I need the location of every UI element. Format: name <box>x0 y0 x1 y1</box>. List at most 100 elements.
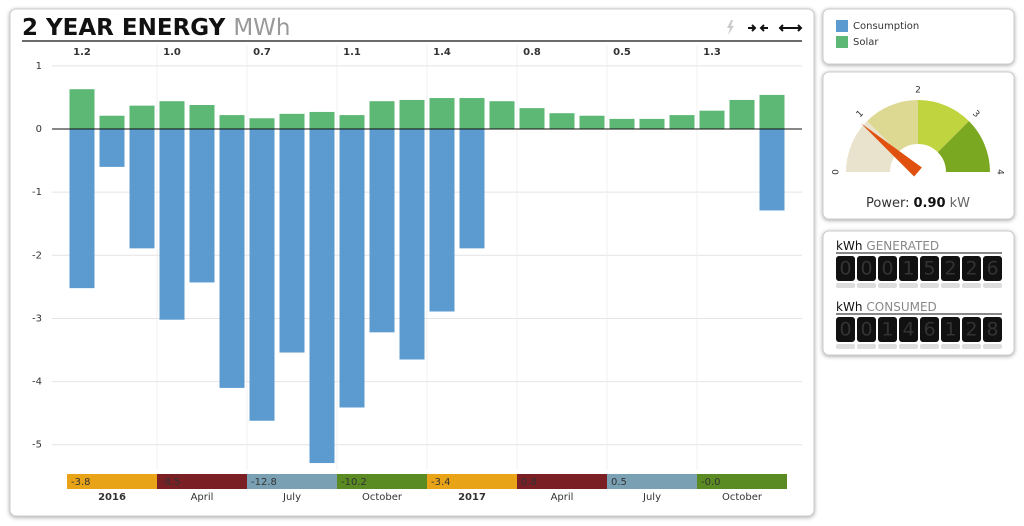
title: 2 YEAR ENERGY <box>22 15 226 41</box>
digit-shadow <box>983 344 1002 349</box>
quarter-strip <box>517 474 607 489</box>
x-tick-label: July <box>642 492 661 503</box>
bar <box>369 101 395 129</box>
meter-label: CONSUMED <box>866 300 936 314</box>
digit-shadow <box>920 344 939 349</box>
quarter-strip <box>157 474 247 489</box>
bar <box>519 108 545 129</box>
y-tick-label: -3 <box>32 313 42 324</box>
bar <box>489 101 515 129</box>
quarter-net: -3.4 <box>431 477 451 488</box>
bar <box>459 128 485 249</box>
digit-box <box>941 317 960 342</box>
bar <box>429 98 455 129</box>
digit-box <box>878 256 897 281</box>
x-tick-label: July <box>282 492 301 503</box>
bar <box>399 99 425 129</box>
digit: 4 <box>902 319 914 341</box>
bar <box>339 128 365 408</box>
digit-box <box>899 317 918 342</box>
gauge-band <box>867 100 918 153</box>
bar <box>189 128 215 283</box>
y-tick-label: -4 <box>32 377 42 388</box>
bar <box>129 128 155 249</box>
bar <box>339 115 365 129</box>
power-label: Power: <box>866 196 909 211</box>
meter-title: kWh CONSUMED <box>836 300 937 314</box>
bar <box>759 128 785 211</box>
quarter-strip <box>67 474 157 489</box>
digit-shadow <box>836 283 855 288</box>
digit: 2 <box>965 319 977 341</box>
quarter-net: -8.5 <box>161 477 181 488</box>
bar <box>189 104 215 129</box>
quarter-net: -0.0 <box>701 477 721 488</box>
quarter-strip <box>247 474 337 489</box>
gauge-tick-label: 2 <box>915 86 921 96</box>
legend-swatch <box>836 36 848 48</box>
zoom-in-icon[interactable] <box>748 24 768 32</box>
bar <box>99 115 125 129</box>
x-tick-label: 2016 <box>98 492 126 503</box>
quarter-strip <box>697 474 787 489</box>
bar <box>579 115 605 129</box>
zoom-out-icon[interactable] <box>778 24 803 32</box>
digit: 2 <box>965 258 977 280</box>
chart-title: 2 YEAR ENERGY MWh <box>22 15 290 41</box>
meter-title: kWh GENERATED <box>836 239 939 253</box>
digit-shadow <box>836 344 855 349</box>
bolt-icon[interactable] <box>727 20 734 35</box>
legend-label: Solar <box>853 37 879 48</box>
quarter-solar: 1.0 <box>163 47 181 58</box>
digit-box <box>857 256 876 281</box>
digit: 1 <box>944 319 956 341</box>
digit-box <box>941 256 960 281</box>
x-tick-label: October <box>722 492 763 503</box>
quarter-net: -10.2 <box>341 477 367 488</box>
quarter-solar: 1.1 <box>343 47 361 58</box>
digit: 0 <box>839 319 851 341</box>
power-value: 0.90 <box>914 196 946 211</box>
digit-shadow <box>878 344 897 349</box>
unit: MWh <box>233 15 290 41</box>
bar <box>759 94 785 129</box>
bar <box>159 101 185 129</box>
y-tick-label: -5 <box>32 440 42 451</box>
digit-shadow <box>857 344 876 349</box>
bar <box>549 113 575 129</box>
gauge-tick-label: 1 <box>855 109 866 120</box>
digit-box <box>983 256 1002 281</box>
gauge-tick-label: 3 <box>970 109 981 120</box>
gauge-tick-label: 0 <box>832 169 842 175</box>
digit-shadow <box>962 344 981 349</box>
digit: 0 <box>860 258 872 280</box>
digit: 1 <box>881 319 893 341</box>
x-tick-label: April <box>191 492 214 503</box>
digit-box <box>962 317 981 342</box>
digit-shadow <box>941 283 960 288</box>
bar <box>639 118 665 129</box>
y-tick-label: 1 <box>36 61 42 72</box>
digit: 0 <box>860 319 872 341</box>
gauge-needle <box>860 123 922 177</box>
y-tick-label: -1 <box>32 187 42 198</box>
gauge-band <box>918 100 969 153</box>
bar <box>279 128 305 353</box>
digit-shadow <box>878 283 897 288</box>
bar <box>159 128 185 320</box>
bar <box>129 105 155 129</box>
digit-box <box>962 256 981 281</box>
bar <box>309 111 335 129</box>
digit-box <box>836 317 855 342</box>
bar <box>309 128 335 464</box>
digit-box <box>899 256 918 281</box>
bar <box>69 89 95 129</box>
bar <box>729 99 755 129</box>
bar <box>69 128 95 289</box>
quarter-net: -12.8 <box>251 477 277 488</box>
bar <box>249 118 275 129</box>
x-tick-label: October <box>362 492 403 503</box>
x-tick-label: April <box>551 492 574 503</box>
bar <box>399 128 425 360</box>
